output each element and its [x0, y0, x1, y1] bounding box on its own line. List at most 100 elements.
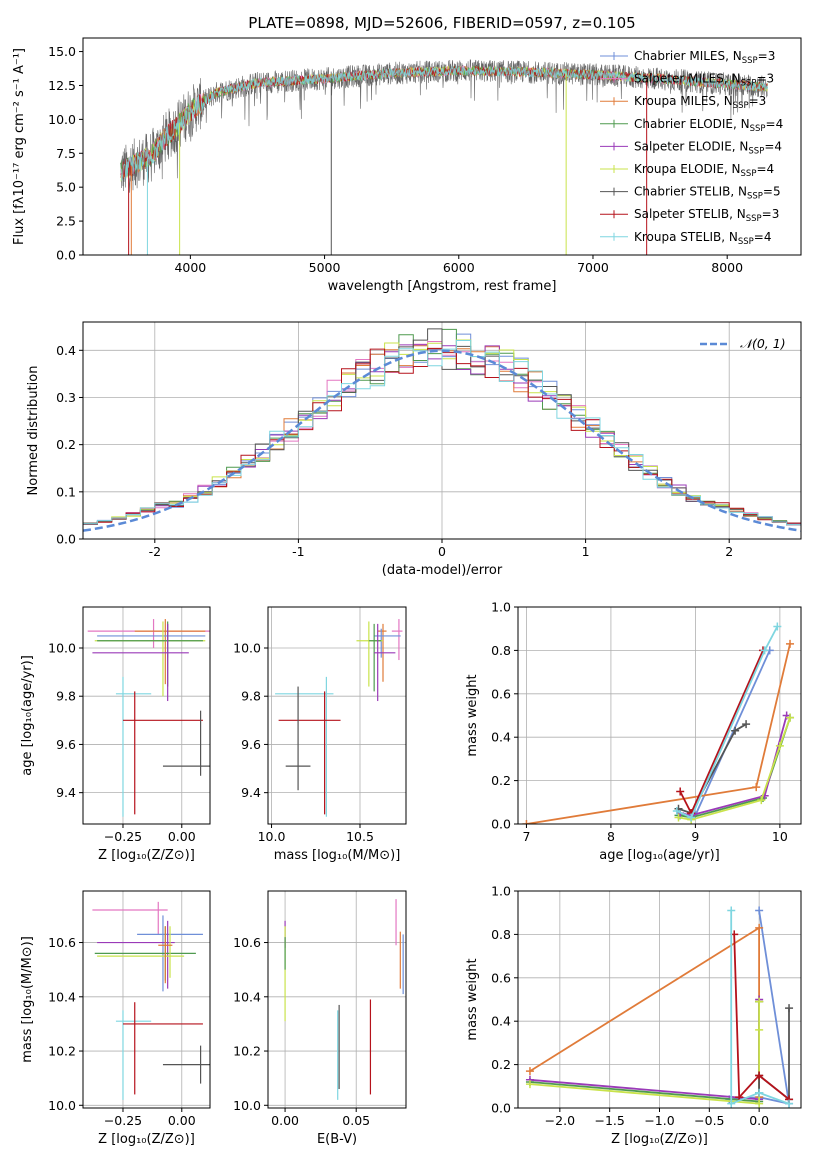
- y-axis-label: mass weight: [465, 674, 480, 756]
- legend-entry-name: Kroupa STELIB: [634, 230, 721, 244]
- legend-entry-subscript: SSP: [742, 56, 758, 66]
- y-tick-label: 0.0: [56, 532, 76, 547]
- weight-marker: [522, 820, 531, 824]
- mass_vs_ebv-axes-frame: [267, 890, 407, 1109]
- legend-entry: Chabrier STELIB, NSSP=5: [634, 185, 781, 202]
- spectrum-series-chabrier-elodie: [120, 65, 768, 177]
- legend-entry-eq: =: [758, 49, 768, 63]
- x-axis-label: Z [log₁₀(Z/Z⊙)]: [98, 1132, 195, 1147]
- legend-entry-name: Salpeter STELIB: [634, 207, 729, 221]
- legend-entry-subscript: SSP: [741, 169, 757, 179]
- legend-entry: Salpeter ELODIE, NSSP=4: [634, 139, 782, 156]
- legend-entry: Kroupa MILES, NSSP=3: [634, 94, 766, 111]
- spectrum-series-kroupa-stelib: [120, 65, 768, 181]
- y-tick-label: 10.0: [48, 640, 76, 655]
- x-tick-label: 0.0: [749, 1113, 769, 1128]
- y-tick-label: 10.0: [233, 1098, 261, 1113]
- age_vs_mass-plot-area: [275, 619, 403, 817]
- legend-entry-n: , N: [732, 139, 749, 153]
- residuals-axes: -2 -1 0 1 2 0.0 0.1 0.2 0.3 0.4 (data-model)/error…: [26, 321, 802, 578]
- legend-entry-subscript: SSP: [748, 146, 764, 156]
- x-tick-label: −0.5: [694, 1113, 724, 1128]
- weight_vs_age-axes-frame: [517, 606, 802, 825]
- weight-marker: [755, 923, 764, 932]
- x-tick-label: 0.00: [271, 1113, 299, 1128]
- age_vs_Z-panel: [83, 607, 210, 824]
- x-tick-label: 0.00: [168, 829, 196, 844]
- legend-entry-subscript: SSP: [746, 214, 762, 224]
- weight-marker: [786, 713, 795, 722]
- weight-marker: [775, 741, 784, 750]
- y-tick-label: 9.4: [241, 785, 261, 800]
- legend-entry-name: Salpeter ELODIE: [634, 139, 732, 153]
- legend-entry-name: Chabrier ELODIE: [634, 117, 733, 131]
- legend-entry-subscript: SSP: [750, 124, 766, 134]
- legend-entry: Salpeter STELIB, NSSP=3: [634, 207, 779, 224]
- x-tick-label: 1: [582, 544, 590, 559]
- age_vs_Z-plot-area: [87, 619, 210, 817]
- weight-marker: [687, 813, 696, 822]
- legend-entry: Salpeter MILES, NSSP=3: [634, 72, 774, 89]
- weight_vs_age-plot-area: [522, 622, 795, 824]
- legend-entry-eq: =: [762, 207, 772, 221]
- legend-entry-name: Chabrier MILES: [634, 49, 725, 63]
- mass_vs_ebv-axes: 0.00 0.05 10.0 10.2 10.4 10.6 E(B-V): [233, 890, 407, 1147]
- weight-marker: [755, 997, 764, 1006]
- legend-entry-eq: =: [756, 72, 766, 86]
- y-tick-label: 1.0: [491, 884, 511, 899]
- legend-entry-n: , N: [724, 72, 741, 86]
- legend-entry: Kroupa ELODIE, NSSP=4: [634, 162, 774, 179]
- mass_vs_Z-plot-area: [92, 901, 210, 1100]
- x-tick-label: 8000: [711, 260, 743, 275]
- weight-marker: [727, 906, 736, 915]
- age_vs_mass-axes: 10.0 10.5 9.4 9.6 9.8 10.0 mass [log₁₀(M/M⊙)]: [233, 606, 407, 863]
- weight-marker: [755, 1071, 764, 1080]
- y-tick-label: 0.0: [491, 817, 511, 832]
- y-tick-label: 5.0: [56, 180, 76, 195]
- weight-marker: [525, 1067, 534, 1076]
- weight-marker: [674, 813, 683, 822]
- legend-entry-eq: =: [763, 185, 773, 199]
- x-tick-label: 4000: [174, 260, 206, 275]
- x-tick-label: 8: [607, 829, 615, 844]
- legend-entry-nssp: 5: [773, 185, 781, 199]
- y-tick-label: 0.2: [491, 1057, 511, 1072]
- chart-title: PLATE=0898, MJD=52606, FIBERID=0597, z=0…: [248, 14, 635, 32]
- y-axis-label: mass weight: [465, 958, 480, 1040]
- weight_vs_age-panel: [518, 606, 801, 825]
- legend-entry: Kroupa STELIB, NSSP=4: [634, 230, 772, 247]
- age_vs_Z-axes: −0.25 0.00 9.4 9.6 9.8 10.0 Z [log₁₀(Z/Z⊙)] age…: [20, 606, 211, 863]
- y-tick-label: 9.6: [56, 737, 76, 752]
- x-tick-label: 10.0: [258, 829, 286, 844]
- legend-entry-n: , N: [733, 117, 750, 131]
- y-tick-label: 10.0: [48, 1098, 76, 1113]
- x-tick-label: −1.0: [644, 1113, 674, 1128]
- mass_vs_Z-panel: [83, 891, 210, 1108]
- y-tick-label: 0.6: [491, 686, 511, 701]
- weight-marker: [525, 1080, 534, 1089]
- x-tick-label: 7000: [577, 260, 609, 275]
- x-tick-label: 0: [438, 544, 446, 559]
- spectrum-axes: 4000 5000 6000 7000 8000 0.0 2.5 5.0 7.5 10.0 12.5…: [12, 14, 802, 294]
- weight-marker: [786, 639, 795, 648]
- weight-marker: [672, 806, 681, 815]
- weight-marker: [760, 646, 769, 655]
- weight-marker: [785, 1099, 794, 1108]
- y-tick-label: 15.0: [48, 44, 76, 59]
- x-tick-label: 6000: [443, 260, 475, 275]
- x-axis-label: (data-model)/error: [382, 563, 503, 578]
- x-axis-label: Z [log₁₀(Z/Z⊙)]: [611, 1132, 708, 1147]
- x-tick-label: -2: [149, 544, 161, 559]
- y-tick-label: 9.8: [241, 689, 261, 704]
- x-tick-label: −2.0: [545, 1113, 575, 1128]
- y-tick-label: 0.0: [491, 1101, 511, 1116]
- weight-marker: [731, 726, 740, 735]
- spectrum-axes-frame: [82, 37, 802, 256]
- legend-entry-subscript: SSP: [741, 79, 757, 89]
- y-tick-label: 9.6: [241, 737, 261, 752]
- legend-entry-nssp: 4: [764, 230, 772, 244]
- y-tick-label: 2.5: [56, 214, 76, 229]
- mass_vs_Z-axes-frame: [82, 890, 211, 1109]
- y-tick-label: 0.8: [491, 643, 511, 658]
